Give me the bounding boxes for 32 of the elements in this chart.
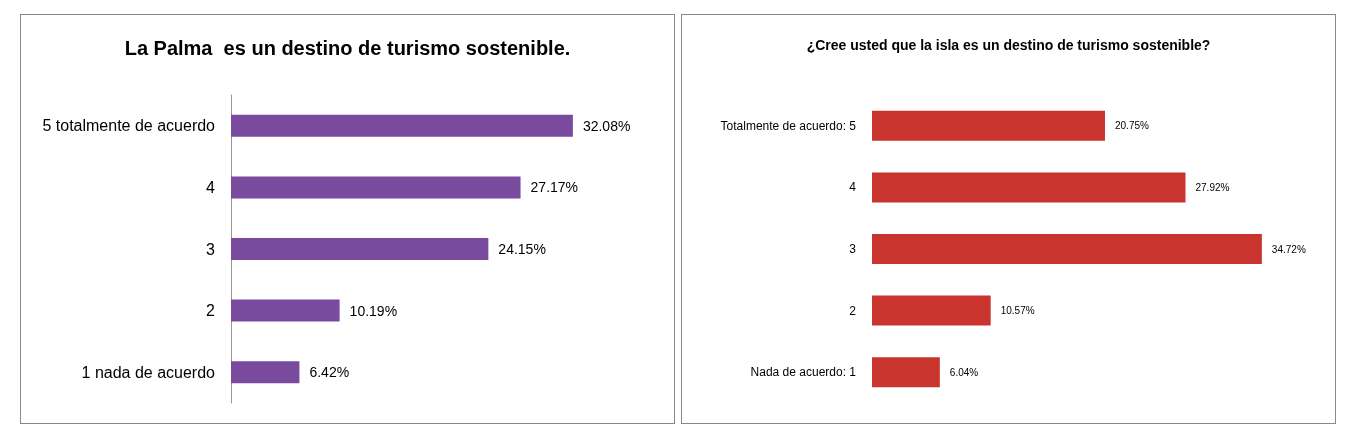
y-tick-label: 1 nada de acuerdo xyxy=(81,363,216,381)
data-label: 6.04% xyxy=(949,366,979,378)
y-tick-label: 4 xyxy=(206,178,216,196)
bar xyxy=(872,357,940,388)
bar xyxy=(231,176,521,199)
y-tick-label: 2 xyxy=(206,302,216,320)
bar xyxy=(872,295,991,326)
data-label: 10.57% xyxy=(1000,305,1035,317)
data-label: 6.42% xyxy=(309,364,350,381)
y-tick-label: Nada de acuerdo: 1 xyxy=(750,365,857,380)
y-tick-label: 4 xyxy=(849,180,857,195)
y-tick-label: Totalmente de acuerdo: 5 xyxy=(720,118,857,133)
data-label: 32.08% xyxy=(582,117,631,134)
chart-title: La Palma es un destino de turismo sostenible. xyxy=(124,37,571,59)
bar xyxy=(231,114,573,137)
data-label: 10.19% xyxy=(349,302,398,319)
bar xyxy=(872,172,1186,203)
bar xyxy=(231,238,489,260)
data-label: 34.72% xyxy=(1271,243,1306,255)
bar xyxy=(872,234,1262,264)
y-tick-label: 2 xyxy=(849,303,857,318)
bar xyxy=(231,361,300,384)
y-tick-label: 5 totalmente de acuerdo xyxy=(42,117,216,135)
data-label: 20.75% xyxy=(1114,120,1150,132)
data-label: 24.15% xyxy=(498,241,546,257)
data-label: 27.92% xyxy=(1195,181,1230,193)
bar xyxy=(872,110,1105,141)
y-tick-label: 3 xyxy=(206,240,216,258)
y-tick-label: 3 xyxy=(849,242,857,256)
data-label: 27.17% xyxy=(530,179,579,196)
bar xyxy=(231,299,340,322)
chart-title: ¿Cree usted que la isla es un destino de turismo sostenible? xyxy=(806,37,1211,53)
